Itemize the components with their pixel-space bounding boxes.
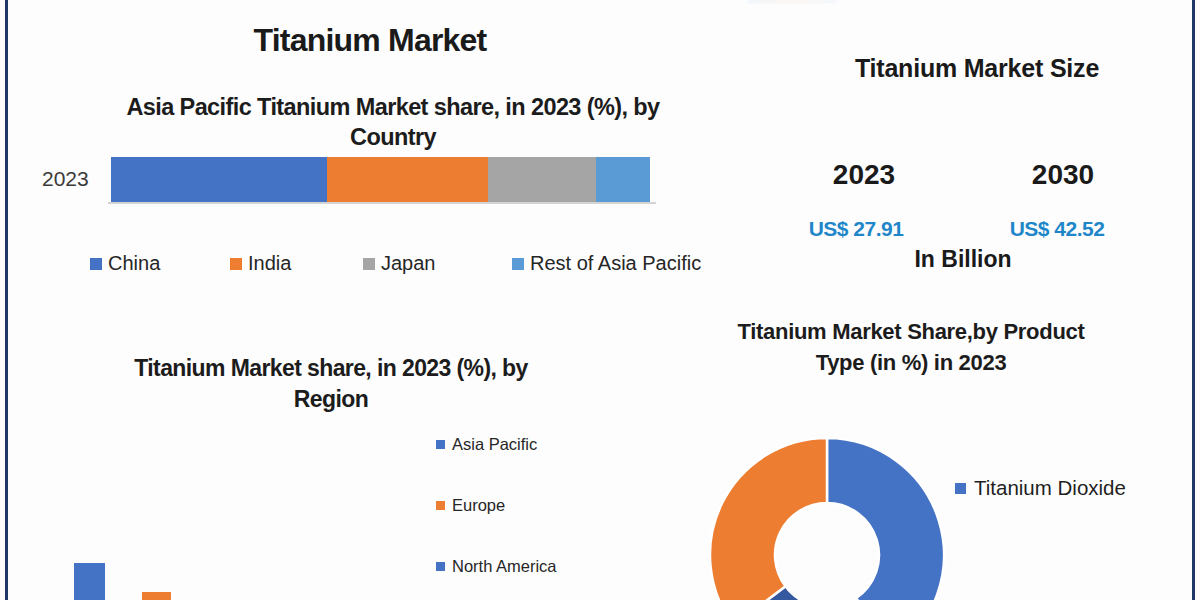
legend-item-india: India bbox=[230, 252, 291, 275]
page-title: Titanium Market bbox=[120, 22, 620, 59]
region-bar-europe bbox=[142, 592, 171, 600]
legend-item-europe: Europe bbox=[436, 496, 505, 515]
country-stacked-bar bbox=[111, 157, 650, 202]
legend-item-japan: Japan bbox=[363, 252, 436, 275]
watermark-smudge bbox=[748, 0, 836, 3]
country-chart-title: Asia Pacific Titanium Market share, in 2… bbox=[93, 92, 693, 152]
right-border bbox=[1192, 0, 1195, 600]
market-size-unit: In Billion bbox=[863, 246, 1063, 273]
market-size-year-2023: 2023 bbox=[764, 159, 964, 191]
titanium-dioxide-swatch bbox=[955, 483, 966, 494]
donut-segment-titanium-dioxide bbox=[827, 438, 944, 600]
donut-segment bbox=[710, 438, 827, 600]
region-bar-asia-pacific bbox=[74, 563, 105, 600]
product-type-donut-chart bbox=[707, 435, 947, 600]
left-border bbox=[5, 0, 8, 600]
japan-swatch bbox=[363, 258, 375, 270]
rest-of-asia-pacific-swatch bbox=[512, 258, 524, 270]
bar-segment-japan bbox=[488, 157, 596, 202]
legend-item-north-america: North America bbox=[436, 557, 557, 576]
market-size-value-2023: US$ 27.91 bbox=[756, 217, 956, 241]
legend-item-rest-of-asia-pacific: Rest of Asia Pacific bbox=[512, 252, 701, 275]
europe-swatch bbox=[436, 501, 445, 510]
market-size-year-2030: 2030 bbox=[963, 159, 1163, 191]
legend-item-china: China bbox=[90, 252, 160, 275]
bar-segment-rest-of-asia-pacific bbox=[596, 157, 650, 202]
country-chart-axis-label: 2023 bbox=[42, 167, 102, 191]
legend-item-titanium-dioxide: Titanium Dioxide bbox=[955, 476, 1126, 500]
bar-segment-china bbox=[111, 157, 327, 202]
china-swatch bbox=[90, 258, 102, 270]
region-chart-title: Titanium Market share, in 2023 (%), by R… bbox=[81, 353, 581, 415]
country-chart-axis-line bbox=[108, 202, 656, 204]
bar-segment-india bbox=[327, 157, 489, 202]
product-type-chart-title: Titanium Market Share,by Product Type (i… bbox=[711, 316, 1111, 378]
north-america-swatch bbox=[436, 562, 445, 571]
market-size-value-2030: US$ 42.52 bbox=[957, 217, 1157, 241]
legend-item-asia-pacific: Asia Pacific bbox=[436, 435, 537, 454]
india-swatch bbox=[230, 258, 242, 270]
asia-pacific-swatch bbox=[436, 440, 445, 449]
market-size-title: Titanium Market Size bbox=[777, 54, 1177, 83]
